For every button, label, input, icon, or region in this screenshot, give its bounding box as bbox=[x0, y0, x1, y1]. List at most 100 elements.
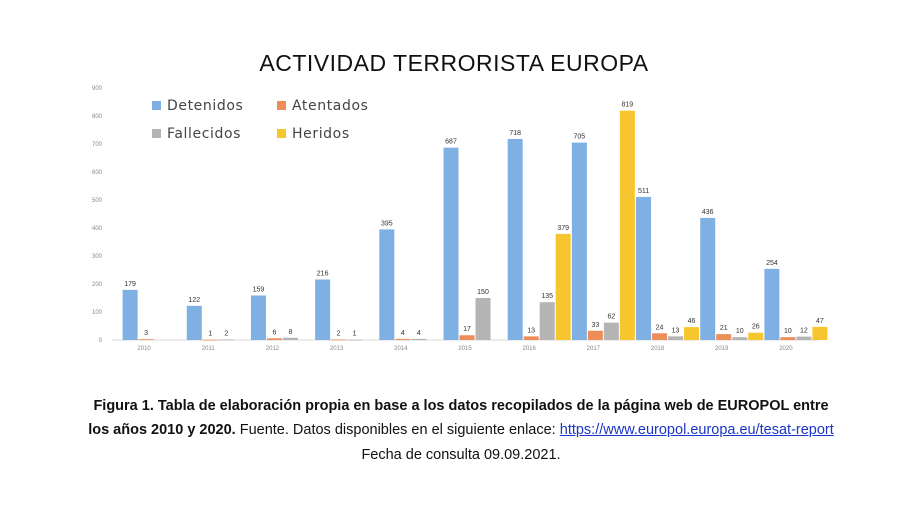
y-tick-label: 800 bbox=[92, 114, 103, 120]
data-label: 13 bbox=[527, 327, 535, 334]
bar-atentados-2016 bbox=[523, 336, 539, 340]
bar-atentados-2014 bbox=[395, 338, 411, 340]
bar-fallecidos-2013 bbox=[347, 339, 363, 341]
europol-tesat-link[interactable]: https://www.europol.europa.eu/tesat-repo… bbox=[559, 422, 834, 438]
data-label: 21 bbox=[720, 325, 728, 332]
data-label: 1 bbox=[208, 331, 212, 338]
bar-atentados-2015 bbox=[459, 335, 475, 340]
legend-swatch-detenidos bbox=[152, 101, 161, 110]
data-label: 3 bbox=[144, 330, 148, 337]
bar-atentados-2010 bbox=[138, 339, 154, 340]
legend-label-detenidos: Detenidos bbox=[167, 98, 243, 114]
legend-label-heridos: Heridos bbox=[292, 126, 350, 142]
figure-caption-line-2: los años 2010 y 2020. Fuente. Datos disp… bbox=[0, 422, 900, 438]
bar-atentados-2013 bbox=[331, 339, 347, 341]
bar-atentados-2018 bbox=[652, 333, 668, 340]
bar-heridos-2019 bbox=[748, 332, 764, 340]
x-tick-label: 2015 bbox=[458, 346, 472, 352]
data-label: 511 bbox=[638, 188, 649, 195]
legend-label-atentados: Atentados bbox=[292, 98, 369, 114]
data-label: 436 bbox=[702, 209, 714, 216]
data-label: 150 bbox=[477, 289, 489, 296]
x-tick-label: 2020 bbox=[779, 346, 793, 352]
bar-atentados-2020 bbox=[780, 337, 796, 340]
data-label: 705 bbox=[574, 134, 586, 141]
bar-detenidos-2013 bbox=[315, 279, 331, 340]
y-tick-label: 300 bbox=[92, 254, 103, 260]
bar-detenidos-2015 bbox=[443, 147, 459, 340]
y-tick-label: 0 bbox=[99, 338, 103, 344]
bar-atentados-2017 bbox=[587, 330, 603, 340]
caption-source-text: Fuente. Datos disponibles en el siguient… bbox=[235, 422, 560, 438]
y-tick-label: 400 bbox=[92, 226, 103, 232]
data-label: 4 bbox=[401, 330, 405, 337]
x-tick-label: 2012 bbox=[266, 346, 280, 352]
chart: 0100200300400500600700800900179320101221… bbox=[92, 86, 828, 352]
data-label: 179 bbox=[124, 281, 136, 288]
bar-heridos-2018 bbox=[684, 327, 700, 340]
data-label: 1 bbox=[353, 331, 357, 338]
figure-caption-date: Fecha de consulta 09.09.2021. bbox=[361, 447, 561, 463]
legend-label-fallecidos: Fallecidos bbox=[167, 126, 241, 142]
bar-fallecidos-2012 bbox=[282, 337, 298, 340]
y-tick-label: 600 bbox=[92, 170, 103, 176]
data-label: 395 bbox=[381, 220, 393, 227]
data-label: 254 bbox=[766, 260, 778, 267]
bar-fallecidos-2014 bbox=[411, 338, 427, 340]
bar-detenidos-2020 bbox=[764, 268, 780, 340]
bar-heridos-2020 bbox=[812, 326, 828, 340]
bar-fallecidos-2015 bbox=[475, 298, 491, 340]
bar-detenidos-2016 bbox=[507, 138, 523, 340]
chart-title: ACTIVIDAD TERRORISTA EUROPA bbox=[259, 50, 649, 76]
data-label: 10 bbox=[784, 328, 792, 335]
data-label: 62 bbox=[607, 314, 615, 321]
bar-fallecidos-2018 bbox=[668, 336, 684, 340]
bar-detenidos-2014 bbox=[379, 229, 395, 340]
data-label: 379 bbox=[557, 225, 569, 232]
y-tick-label: 200 bbox=[92, 282, 103, 288]
bar-detenidos-2012 bbox=[250, 295, 266, 340]
bar-fallecidos-2017 bbox=[603, 322, 619, 340]
data-label: 159 bbox=[253, 286, 265, 293]
legend-swatch-heridos bbox=[277, 129, 286, 138]
bar-detenidos-2017 bbox=[571, 142, 587, 340]
bar-fallecidos-2011 bbox=[218, 339, 234, 341]
data-label: 13 bbox=[672, 327, 680, 334]
bar-detenidos-2010 bbox=[122, 289, 138, 340]
data-label: 135 bbox=[541, 293, 553, 300]
data-label: 2 bbox=[224, 330, 228, 337]
data-label: 122 bbox=[188, 297, 200, 304]
y-tick-label: 900 bbox=[92, 86, 103, 92]
data-label: 819 bbox=[622, 102, 634, 109]
bar-atentados-2019 bbox=[716, 334, 732, 340]
bar-heridos-2016 bbox=[555, 233, 571, 340]
x-tick-label: 2018 bbox=[651, 346, 665, 352]
bar-detenidos-2019 bbox=[700, 217, 716, 340]
x-tick-label: 2014 bbox=[394, 346, 408, 352]
caption-years-text: los años 2010 y 2020. bbox=[88, 422, 236, 438]
data-label: 33 bbox=[591, 322, 599, 329]
legend-swatch-fallecidos bbox=[152, 129, 161, 138]
x-tick-label: 2019 bbox=[715, 346, 729, 352]
bar-detenidos-2011 bbox=[186, 305, 202, 340]
x-tick-label: 2011 bbox=[202, 346, 216, 352]
bar-detenidos-2018 bbox=[636, 196, 652, 340]
y-tick-label: 100 bbox=[92, 310, 103, 316]
data-label: 216 bbox=[317, 271, 329, 278]
bar-atentados-2011 bbox=[202, 339, 218, 341]
x-tick-label: 2013 bbox=[330, 346, 344, 352]
data-label: 687 bbox=[445, 139, 457, 146]
data-label: 718 bbox=[509, 130, 521, 137]
data-label: 17 bbox=[463, 326, 471, 333]
data-label: 47 bbox=[816, 318, 824, 325]
data-label: 12 bbox=[800, 328, 808, 335]
legend-swatch-atentados bbox=[277, 101, 286, 110]
x-tick-label: 2017 bbox=[587, 346, 601, 352]
data-label: 26 bbox=[752, 324, 760, 331]
bar-atentados-2012 bbox=[266, 338, 282, 340]
bar-fallecidos-2020 bbox=[796, 336, 812, 340]
data-label: 46 bbox=[688, 318, 696, 325]
data-label: 10 bbox=[736, 328, 744, 335]
data-label: 2 bbox=[337, 330, 341, 337]
